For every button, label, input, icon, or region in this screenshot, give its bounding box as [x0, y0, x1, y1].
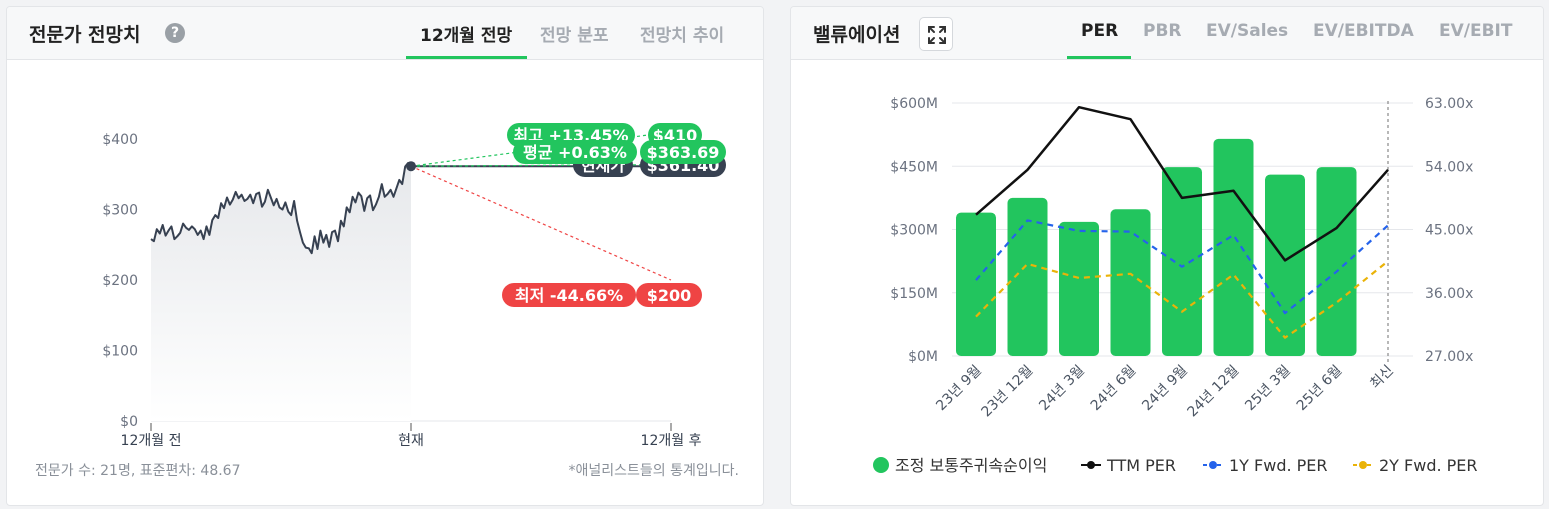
x-tick-label: 현재: [398, 433, 424, 449]
active-tab-indicator: [1067, 56, 1131, 59]
statistics-disclaimer: *애널리스트들의 통계입니다.: [569, 463, 739, 479]
y-left-tick-label: $300M: [890, 223, 938, 239]
tab-ev-ebitda[interactable]: EV/EBITDA: [1313, 21, 1414, 41]
legend-marker: [873, 457, 889, 473]
analyst-forecast-title: 전문가 전망치: [29, 24, 141, 46]
valuation-header: 밸류에이션 PER PBR EV/Sales EV/EBITDA EV/EBIT: [791, 7, 1543, 60]
price-history-line: [150, 162, 412, 255]
net-income-bar: [1059, 221, 1099, 356]
y-tick-label: $300: [102, 203, 138, 219]
y-tick-label: $200: [102, 273, 138, 289]
valuation-card: 밸류에이션 PER PBR EV/Sales EV/EBITDA EV/EBIT…: [790, 6, 1544, 506]
x-category-label: 25년 3월: [1242, 363, 1294, 415]
help-icon[interactable]: ?: [165, 23, 185, 43]
expand-icon[interactable]: [919, 17, 953, 51]
legend-label: 1Y Fwd. PER: [1229, 456, 1328, 475]
y-left-tick-label: $450M: [890, 159, 938, 175]
legend-marker: [1087, 461, 1095, 469]
active-tab-indicator: [406, 56, 527, 59]
net-income-bar: [1213, 138, 1254, 356]
low-target-value: $200: [636, 283, 702, 307]
analyst-stats-note: 전문가 수: 21명, 표준편차: 48.67: [35, 463, 241, 479]
net-income-bar: [956, 212, 996, 356]
tab-forecast-distribution[interactable]: 전망 분포: [540, 26, 609, 46]
legend: 조정 보통주귀속순이익 TTM PER 1Y Fwd. PER 2Y Fwd. PER: [873, 456, 1478, 475]
x-category-label: 25년 6월: [1294, 363, 1346, 415]
y-right-tick-label: 36.00x: [1425, 286, 1473, 302]
tab-per[interactable]: PER: [1081, 21, 1119, 41]
y-right-tick-label: 63.00x: [1425, 96, 1473, 112]
tab-ev-sales[interactable]: EV/Sales: [1206, 21, 1289, 41]
x-category-label: 24년 9월: [1139, 363, 1191, 415]
net-income-bar: [1110, 209, 1151, 356]
low-target-line: [410, 165, 672, 281]
valuation-title: 밸류에이션: [813, 24, 901, 46]
avg-target-label: 평균 +0.63%: [513, 140, 637, 164]
y-left-tick-label: $0M: [908, 349, 938, 365]
analyst-forecast-header: 전문가 전망치 ? 12개월 전망 전망 분포 전망치 추이: [7, 7, 763, 60]
tab-pbr[interactable]: PBR: [1143, 21, 1182, 41]
low-target-value-text: $200: [647, 286, 692, 305]
low-target-label-text: 최저 -44.66%: [515, 286, 623, 305]
x-category-label: 24년 6월: [1088, 363, 1140, 415]
x-category-label: 23년 9월: [933, 363, 985, 415]
x-tick-label: 12개월 후: [641, 433, 702, 449]
legend-label: 조정 보통주귀속순이익: [895, 456, 1047, 475]
current-price-dot: [406, 161, 416, 172]
y-right-tick-label: 45.00x: [1425, 223, 1473, 239]
y-tick-label: $0: [120, 414, 138, 430]
low-target-value-bg: [636, 283, 702, 307]
ttm-per-line: [975, 105, 1389, 262]
x-category-label: 24년 12월: [1184, 363, 1242, 421]
net-income-bar: [1316, 167, 1357, 356]
y-tick-label: $400: [102, 132, 138, 148]
y-left-tick-label: $150M: [890, 286, 938, 302]
net-income-bar: [1265, 174, 1305, 356]
low-target-label-bg: [502, 283, 636, 307]
tab-forecast-trend[interactable]: 전망치 추이: [640, 26, 725, 46]
avg-target-value-bg: [640, 140, 726, 164]
y-right-tick-label: 27.00x: [1425, 349, 1473, 365]
avg-target-value: $363.69: [640, 140, 726, 164]
avg-target-value-text: $363.69: [647, 143, 720, 162]
x-category-label: 24년 3월: [1036, 363, 1088, 415]
low-target-label: 최저 -44.66%: [502, 283, 636, 307]
analyst-forecast-card: 전문가 전망치 ? 12개월 전망 전망 분포 전망치 추이 $400 $300 $…: [6, 6, 764, 506]
legend-label: TTM PER: [1106, 456, 1176, 475]
y-tick-label: $100: [102, 344, 138, 360]
y-left-tick-label: $600M: [890, 96, 938, 112]
net-income-bar: [1162, 167, 1202, 356]
tab-12month-forecast[interactable]: 12개월 전망: [420, 26, 513, 46]
2y-fwd-per-line: [975, 260, 1389, 339]
legend-marker: [1359, 461, 1367, 469]
x-category-label: 최신: [1367, 363, 1397, 393]
legend-label: 2Y Fwd. PER: [1379, 456, 1478, 475]
price-history-area: [151, 163, 411, 421]
net-income-bar: [1007, 197, 1048, 356]
x-tick-label: 12개월 전: [121, 433, 182, 449]
1y-fwd-per-line: [975, 219, 1389, 315]
legend-marker: [1209, 461, 1217, 469]
x-category-label: 23년 12월: [978, 363, 1036, 421]
avg-target-label-bg: [513, 140, 637, 164]
avg-target-label-text: 평균 +0.63%: [523, 143, 627, 162]
tab-ev-ebit[interactable]: EV/EBIT: [1439, 21, 1513, 41]
valuation-chart: $600M $450M $300M $150M $0M 63.00x 54.00x 45.00…: [873, 96, 1478, 475]
y-right-tick-label: 54.00x: [1425, 159, 1473, 175]
